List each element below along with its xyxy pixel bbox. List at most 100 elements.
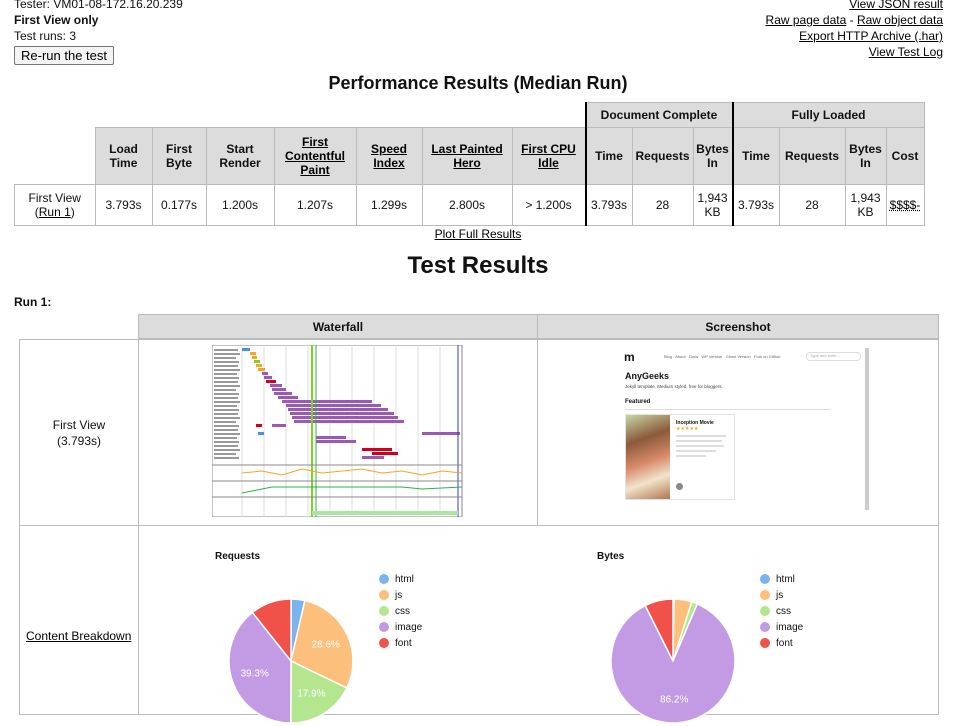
card-image [626, 415, 670, 499]
legend-label: css [776, 606, 791, 617]
links-separator: - [846, 13, 857, 27]
screenshot-logo: m [624, 350, 635, 364]
bytes-pie-chart: 86.2% [610, 598, 736, 724]
view-test-log-link[interactable]: View Test Log [868, 45, 943, 59]
value-fl-time: 3.793s [731, 184, 780, 226]
bytes-legend: html js css image font [760, 572, 803, 652]
pie-slice-font [251, 598, 292, 664]
nav-item: Blog [664, 354, 673, 359]
screenshot-card: Inception Movie ★★★★★ [625, 414, 735, 500]
raw-object-data-link[interactable]: Raw object data [856, 13, 943, 27]
tester-label: Tester: VM01-08-172.16.20.239 [14, 0, 183, 11]
first-view-time: (3.793s) [56, 433, 101, 448]
performance-title: Performance Results (Median Run) [328, 73, 628, 93]
legend-item-image: image [379, 620, 422, 636]
waterfall-header: Waterfall [138, 314, 538, 339]
content-breakdown-cell: Content Breakdown [19, 525, 139, 715]
col-first-cpu-idle[interactable]: First CPU Idle [521, 142, 576, 170]
pie-slice-js [290, 599, 354, 689]
fully-loaded-header: Fully Loaded [731, 102, 925, 128]
nav-item: Docs [688, 354, 699, 359]
screenshot-thumbnail[interactable]: m Blog About Docs WP Version Ghost Versi… [620, 348, 869, 510]
bytes-chart-title: Bytes [597, 551, 625, 562]
col-first-contentful-paint[interactable]: First Contentful Paint [285, 135, 345, 177]
legend-item-js: js [760, 588, 803, 604]
col-dc-time: Time [584, 127, 633, 185]
content-breakdown-link[interactable]: Content Breakdown [26, 629, 132, 643]
value-fl-bytes: 1,943 KB [844, 184, 887, 226]
legend-label: image [395, 622, 423, 633]
col-speed-index[interactable]: Speed Index [370, 142, 407, 170]
requests-legend: html js css image font [379, 572, 422, 652]
view-json-link[interactable]: View JSON result [849, 0, 943, 11]
legend-label: js [395, 590, 403, 601]
nav-item: Fork on Github [754, 354, 781, 359]
card-title: Inception Movie [676, 420, 714, 426]
value-fl-requests: 28 [778, 184, 846, 226]
col-load-time: Load Time [94, 127, 153, 185]
legend-label: html [395, 574, 414, 585]
col-dc-requests: Requests [631, 127, 694, 185]
col-last-painted-hero[interactable]: Last Painted Hero [431, 142, 503, 170]
pie-label-css: 17.9% [297, 689, 325, 700]
doc-complete-header: Document Complete [584, 102, 733, 128]
test-info: Tester: VM01-08-172.16.20.239 First View… [14, 0, 183, 65]
test-results-title: Test Results [407, 252, 549, 279]
first-view-cell: First View (Run 1) [14, 184, 96, 226]
legend-item-image: image [760, 620, 803, 636]
row-label-header [14, 127, 95, 185]
requests-chart-title: Requests [215, 551, 261, 562]
plot-full-results-link[interactable]: Plot Full Results [434, 227, 522, 241]
export-har-link[interactable]: Export HTTP Archive (.har) [799, 29, 943, 43]
screenshot-header: Screenshot [537, 314, 939, 339]
cost-link[interactable]: $$$$- [889, 198, 921, 212]
legend-label: image [776, 622, 804, 633]
nav-item: About [675, 354, 686, 359]
legend-label: font [776, 638, 793, 649]
test-runs-label: Test runs: 3 [14, 29, 77, 43]
col-dc-bytes: Bytes In [692, 127, 733, 185]
value-dc-time: 3.793s [584, 184, 633, 226]
performance-table: Document Complete Fully Loaded Load Time… [14, 102, 925, 226]
value-start-render: 1.200s [205, 184, 275, 226]
legend-item-font: font [379, 636, 422, 652]
rerun-test-button[interactable]: Re-run the test [14, 46, 114, 65]
screenshot-nav: Blog About Docs WP Version Ghost Version… [664, 354, 781, 359]
pie-label-image: 86.2% [660, 694, 688, 705]
legend-label: html [776, 574, 795, 585]
legend-item-css: css [379, 604, 422, 620]
value-dc-requests: 28 [631, 184, 694, 226]
first-view-row-label: First View [28, 191, 81, 205]
screenshot-site-title: AnyGeeks [625, 371, 670, 381]
col-cost: Cost [885, 127, 925, 185]
legend-item-html: html [760, 572, 803, 588]
value-load-time: 3.793s [94, 184, 153, 226]
legend-item-css: css [760, 604, 803, 620]
raw-page-data-link[interactable]: Raw page data [765, 13, 847, 27]
view-mode-label: First View only [14, 13, 99, 27]
legend-label: font [395, 638, 412, 649]
run-1-link[interactable]: Run 1 [38, 205, 71, 219]
legend-label: js [776, 590, 784, 601]
col-start-render: Start Render [205, 127, 275, 185]
header-spacer [14, 102, 586, 128]
run-label: Run 1: [14, 295, 52, 309]
value-fcp: 1.207s [273, 184, 357, 226]
col-first-byte: First Byte [151, 127, 207, 185]
screenshot-tagline: Jekyll template. Medium styled, free for… [625, 384, 723, 389]
screenshot-featured: Featured [625, 399, 651, 405]
value-lph: 2.800s [421, 184, 513, 226]
first-view-row: First View (Run 1) 3.793s 0.177s 1.200s … [14, 184, 925, 226]
legend-item-html: html [379, 572, 422, 588]
value-first-byte: 0.177s [151, 184, 207, 226]
col-fl-requests: Requests [778, 127, 846, 185]
legend-label: css [395, 606, 410, 617]
pie-label-js: 28.6% [311, 639, 339, 650]
card-avatar [676, 483, 683, 490]
nav-item: Ghost Version [725, 354, 751, 359]
nav-item: WP Version [701, 354, 723, 359]
waterfall-thumbnail[interactable] [212, 345, 464, 517]
result-links: View JSON result Raw page data - Raw obj… [766, 0, 943, 60]
breakdown-charts-cell: Requests 28.6% 17.9% 39.3% html js css ima… [138, 525, 939, 724]
pie-label-image: 39.3% [241, 669, 269, 680]
